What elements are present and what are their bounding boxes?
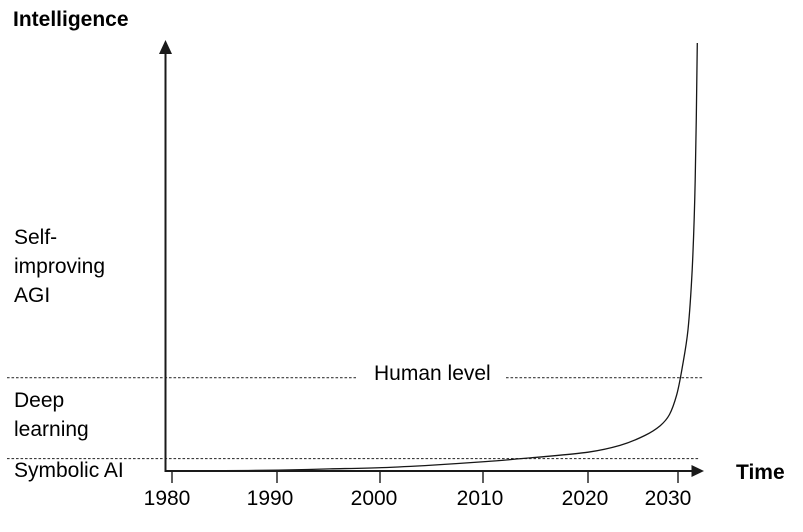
y-axis-arrowhead [159,40,172,54]
era-label-deep-learning: Deep learning [14,386,89,444]
x-axis-arrowhead [691,465,704,477]
era-label-symbolic-ai: Symbolic AI [14,456,124,485]
era-label-line: Symbolic AI [14,459,124,482]
x-tick-label-2020: 2020 [561,487,609,510]
x-axis-title: Time [736,461,785,484]
x-tick-label-2030: 2030 [644,487,692,510]
series-curve [171,42,698,472]
era-label-line: Self- [14,226,58,249]
human-level-label: Human level [374,362,491,385]
x-tick-label-1980: 1980 [143,487,191,510]
x-tick-label-2000: 2000 [350,487,398,510]
x-tick-label-1990: 1990 [246,487,294,510]
era-label-line: AGI [14,284,51,307]
era-label-line: learning [14,418,89,441]
y-axis-title: Intelligence [13,8,129,31]
era-label-line: improving [14,255,106,278]
x-tick-label-2010: 2010 [456,487,504,510]
era-label-line: Deep [14,389,65,412]
era-label-self-improving-agi: Self- improving AGI [14,223,105,310]
